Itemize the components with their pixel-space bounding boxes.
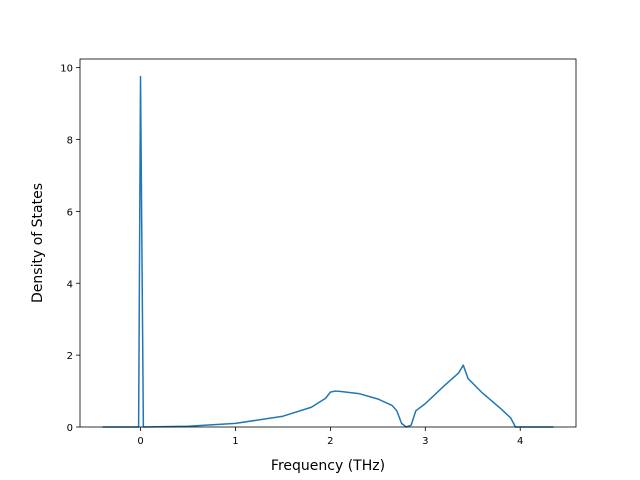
x-tick-label: 3 (422, 436, 428, 447)
x-tick-label: 1 (232, 436, 238, 447)
x-tick-label: 4 (517, 436, 523, 447)
y-tick-label: 0 (67, 423, 73, 434)
line (102, 75, 554, 428)
x-tick-label: 0 (137, 436, 143, 447)
y-axis-label: Density of States (30, 183, 46, 303)
y-tick-label: 8 (67, 136, 73, 147)
y-tick-label: 6 (67, 207, 73, 218)
y-tick-label: 4 (67, 279, 73, 290)
plot-frame (79, 58, 577, 428)
x-tick-label: 2 (327, 436, 333, 447)
y-tick-label: 10 (60, 64, 73, 75)
y-tick-label: 2 (67, 351, 73, 362)
x-axis-label: Frequency (THz) (271, 458, 385, 474)
